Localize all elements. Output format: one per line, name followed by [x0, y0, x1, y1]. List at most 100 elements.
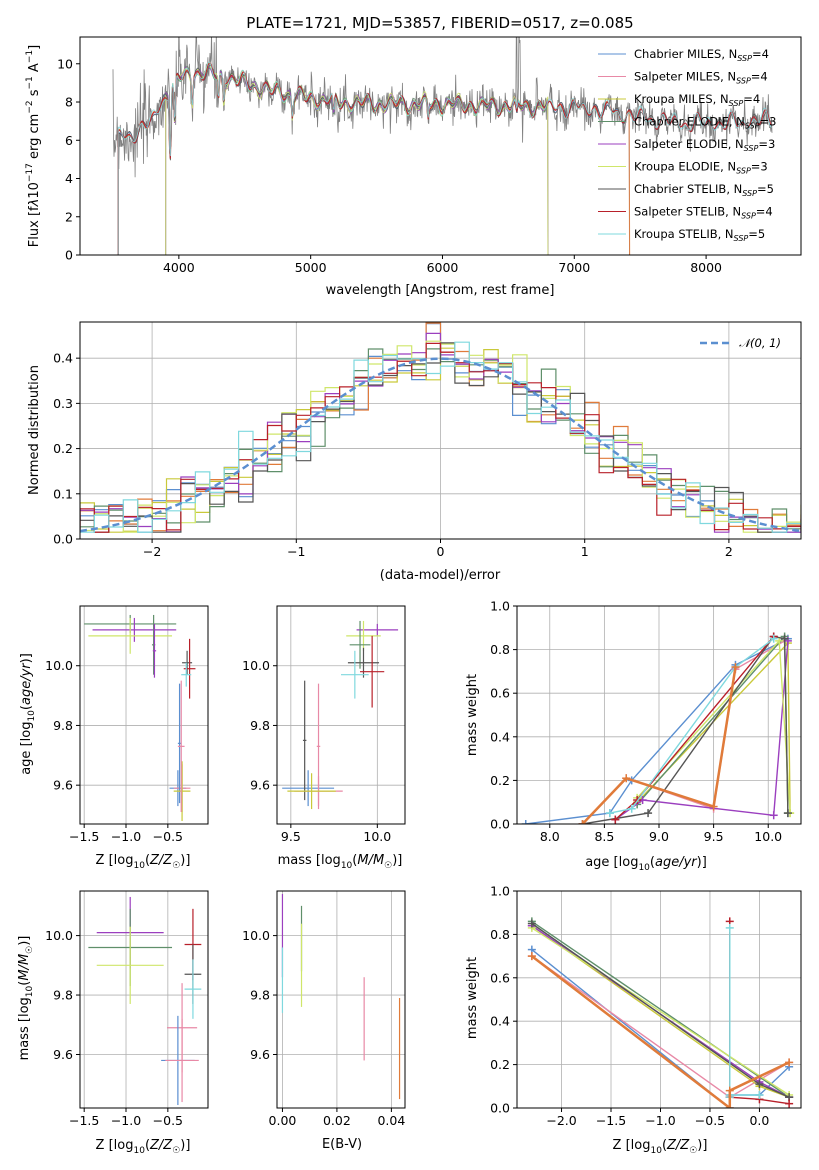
residuals-plot: −2 −1 0 1 2 0.0 0.1 0.2 0.3 0.4 [53, 321, 802, 559]
legend-count: =4 [751, 70, 768, 84]
weight-vs-age-plot: 8.0 8.5 9.0 9.5 10.0 0.0 0.2 0.4 0.6 0.8 1.0 [490, 599, 802, 844]
y-tick-label: 0.0 [490, 817, 510, 832]
weight-vs-age-xlabel: age [log10(age/yr)] [585, 855, 707, 873]
x-tick-label: 0 [437, 544, 445, 559]
y-tick-label: 10.0 [45, 658, 73, 673]
x-tick-label: 6000 [427, 260, 459, 275]
y-tick-label: 10.0 [45, 928, 73, 943]
kroupa-stelib-legend-label: Kroupa STELIB, NSSP=5 [634, 227, 765, 243]
plot-area [521, 632, 795, 824]
salpeter-miles-legend-label: Salpeter MILES, NSSP=4 [634, 70, 768, 86]
x-tick-label: −1.5 [69, 829, 99, 844]
gaussian-legend-label: 𝒩(0, 1) [739, 336, 781, 350]
x-tick-label: 0.00 [269, 1113, 297, 1128]
axes-frame [79, 890, 209, 1109]
y-tick-label: 9.6 [53, 778, 73, 793]
y-tick-label: 0.3 [53, 396, 73, 411]
y-tick-label: 9.6 [250, 778, 270, 793]
mass-vs-ebv-plot: 0.00 0.02 0.04 9.6 9.8 10.0 [242, 890, 406, 1128]
legend-count: =4 [743, 92, 760, 106]
y-tick-label: 0.6 [490, 686, 510, 701]
weight-vs-z-ylabel: mass weight [465, 957, 480, 1039]
gaussian-curve [80, 357, 801, 533]
plot-area [112, 37, 773, 255]
salpeter-miles-model-line [117, 62, 631, 255]
spectrum-panel: PLATE=1721, MJD=53857, FIBERID=0517, z=0… [25, 14, 802, 298]
axes-frame [276, 605, 406, 825]
y-tick-label: 0.4 [490, 729, 510, 744]
x-tick-label: 8.0 [540, 829, 560, 844]
legend-count: =3 [760, 115, 777, 129]
y-tick-label: 0 [65, 248, 73, 263]
y-tick-label: 9.6 [250, 1047, 270, 1062]
observed-spectrum-line [112, 37, 773, 178]
plot-area [80, 322, 801, 533]
kroupa-stelib-model-line [117, 61, 772, 255]
x-tick-label: −0.5 [153, 1113, 183, 1128]
x-tick-label: −1 [287, 544, 305, 559]
mass-vs-z-plot: −1.5 −1.0 −0.5 9.6 9.8 10.0 [45, 890, 209, 1128]
age-vs-z-plot: −1.5 −1.0 −0.5 9.6 9.8 10.0 [45, 605, 209, 844]
x-tick-label: −1.5 [596, 1113, 626, 1128]
x-tick-label: 2 [725, 544, 733, 559]
x-tick-label: −1.0 [111, 1113, 141, 1128]
weight-series-line [531, 955, 790, 1108]
axes-frame [276, 890, 406, 1109]
age-vs-mass-xlabel: mass [log10(M/M☉)] [278, 853, 403, 871]
legend-count: =3 [751, 160, 768, 174]
spectrum-title: PLATE=1721, MJD=53857, FIBERID=0517, z=0… [246, 14, 633, 32]
x-tick-label: 9.5 [704, 829, 724, 844]
y-tick-label: 0.4 [53, 351, 73, 366]
kroupa-elodie-legend-label: Kroupa ELODIE, NSSP=3 [634, 160, 768, 176]
x-tick-label: 0.0 [749, 1113, 769, 1128]
x-tick-label: −2 [143, 544, 161, 559]
residuals-panel: −2 −1 0 1 2 0.0 0.1 0.2 0.3 0.4 (data-model)/erro… [27, 321, 802, 583]
y-tick-label: 10 [57, 56, 73, 71]
legend-count: =5 [748, 227, 765, 241]
legend-subscript: SSP [742, 189, 757, 198]
legend-subscript: SSP [737, 54, 752, 63]
axes-frame [79, 36, 802, 256]
y-tick-label: 9.8 [53, 718, 73, 733]
axes-frame [516, 890, 802, 1109]
legend-count: =4 [756, 205, 773, 219]
y-tick-label: 10.0 [242, 928, 270, 943]
spectrum-ylabel: Flux [fλ10−17 erg cm−2 s−1 A−1] [25, 45, 42, 247]
age-vs-z-xlabel: Z [log10(Z/Z☉)] [96, 853, 191, 871]
y-tick-label: 10.0 [242, 658, 270, 673]
x-tick-label: 0.02 [323, 1113, 351, 1128]
x-tick-label: −0.5 [153, 829, 183, 844]
chabrier-elodie-legend-label: Chabrier ELODIE, NSSP=3 [634, 115, 776, 131]
legend-subscript: SSP [736, 167, 751, 176]
residuals-ylabel: Normed distribution [27, 365, 42, 495]
legend-subscript: SSP [734, 234, 749, 243]
y-tick-label: 9.6 [53, 1047, 73, 1062]
weight-vs-age-ylabel: mass weight [465, 674, 480, 756]
weight-series-line [609, 638, 775, 814]
plot-area [282, 620, 399, 810]
x-tick-label: −1.0 [645, 1113, 675, 1128]
x-tick-label: 4000 [163, 260, 195, 275]
x-tick-label: 10.0 [754, 829, 782, 844]
legend-subscript: SSP [744, 144, 759, 153]
salpeter-elodie-legend-label: Salpeter ELODIE, NSSP=3 [634, 137, 775, 153]
plot-area [281, 893, 401, 1100]
legend-count: =3 [758, 137, 775, 151]
x-tick-label: 7000 [558, 260, 590, 275]
legend-count: =5 [757, 182, 774, 196]
legend-subscript: SSP [745, 122, 760, 131]
x-tick-label: 0.04 [377, 1113, 405, 1128]
y-tick-label: 0.1 [53, 486, 73, 501]
mass-vs-ebv-xlabel: E(B-V) [322, 1137, 362, 1152]
weight-series-line [636, 634, 789, 814]
residuals-xlabel: (data-model)/error [380, 568, 501, 583]
y-tick-label: 9.8 [53, 988, 73, 1003]
y-tick-label: 0.6 [490, 970, 510, 985]
weight-series-line [614, 636, 775, 821]
chabrier-miles-legend-label: Chabrier MILES, NSSP=4 [634, 47, 769, 63]
y-tick-label: 0.2 [490, 1057, 510, 1072]
x-tick-label: −1.0 [111, 829, 141, 844]
x-tick-label: 9.5 [281, 829, 301, 844]
x-tick-label: 8000 [690, 260, 722, 275]
